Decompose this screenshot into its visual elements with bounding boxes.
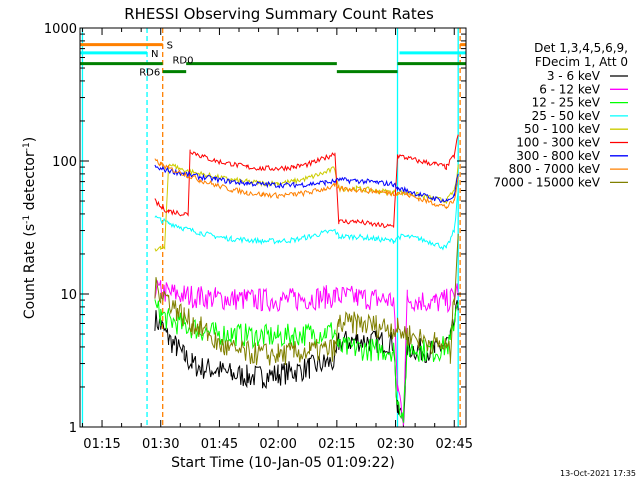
legend-label: 12 - 25 keV: [532, 96, 601, 110]
y-tick-label: 1000: [44, 22, 77, 37]
legend-label: 100 - 300 keV: [516, 136, 600, 150]
legend-label: 6 - 12 keV: [539, 82, 601, 96]
legend-label: 800 - 7000 keV: [509, 162, 601, 176]
status-label-n: N: [151, 49, 158, 60]
series-line: [154, 134, 459, 229]
x-tick-label: 02:00: [259, 437, 296, 452]
x-tick-label: 02:30: [377, 437, 414, 452]
legend-header-line: FDecim 1, Att 0: [535, 55, 628, 69]
footer-date: 13-Oct-2021 17:35: [560, 469, 636, 478]
status-bars: SN RD6 RD0: [80, 41, 466, 79]
chart-title: RHESSI Observing Summary Count Rates: [124, 5, 434, 23]
ylabel-part: detector: [22, 151, 38, 215]
data-series: [154, 134, 459, 428]
series-line: [154, 190, 459, 251]
vertical-markers: [81, 28, 461, 427]
ylabel-sup: -1: [22, 142, 32, 151]
ylabel-sup: -1: [22, 215, 32, 224]
axes: 01:15 01:30 01:45 02:00 02:15 02:30 02:45 1 10 10…: [44, 22, 473, 452]
y-axis-label: Count Rate (s-1 detector-1): [22, 137, 38, 319]
legend-label: 300 - 800 keV: [516, 149, 600, 163]
ylabel-part: Count Rate (s: [22, 224, 38, 319]
status-label-rd: RD6: [139, 68, 160, 79]
x-tick-label: 02:45: [436, 437, 473, 452]
legend-label: 3 - 6 keV: [547, 69, 601, 83]
x-axis-label: Start Time (10-Jan-05 01:09:22): [171, 455, 395, 471]
y-tick-label: 100: [52, 155, 77, 170]
x-tick-label: 01:30: [142, 437, 179, 452]
series-line: [154, 158, 459, 210]
series-line: [154, 233, 459, 366]
x-tick-label: 01:15: [83, 437, 120, 452]
y-tick-label: 1: [69, 421, 77, 436]
ylabel-part: ): [22, 137, 38, 142]
x-tick-label: 01:45: [201, 437, 238, 452]
legend: Det 1,3,4,5,6,9, FDecim 1, Att 0 3 - 6 k…: [493, 41, 628, 189]
series-line: [154, 280, 459, 426]
plot-frame: [79, 27, 467, 428]
y-tick-label: 10: [60, 288, 77, 303]
legend-header-line: Det 1,3,4,5,6,9,: [534, 41, 628, 55]
status-label-rd: RD0: [172, 55, 193, 66]
status-label-s: S: [167, 41, 173, 52]
legend-label: 25 - 50 keV: [532, 109, 601, 123]
legend-label: 7000 - 15000 keV: [493, 175, 600, 189]
x-tick-label: 02:15: [318, 437, 355, 452]
series-line: [154, 164, 459, 203]
legend-label: 50 - 100 keV: [524, 122, 601, 136]
